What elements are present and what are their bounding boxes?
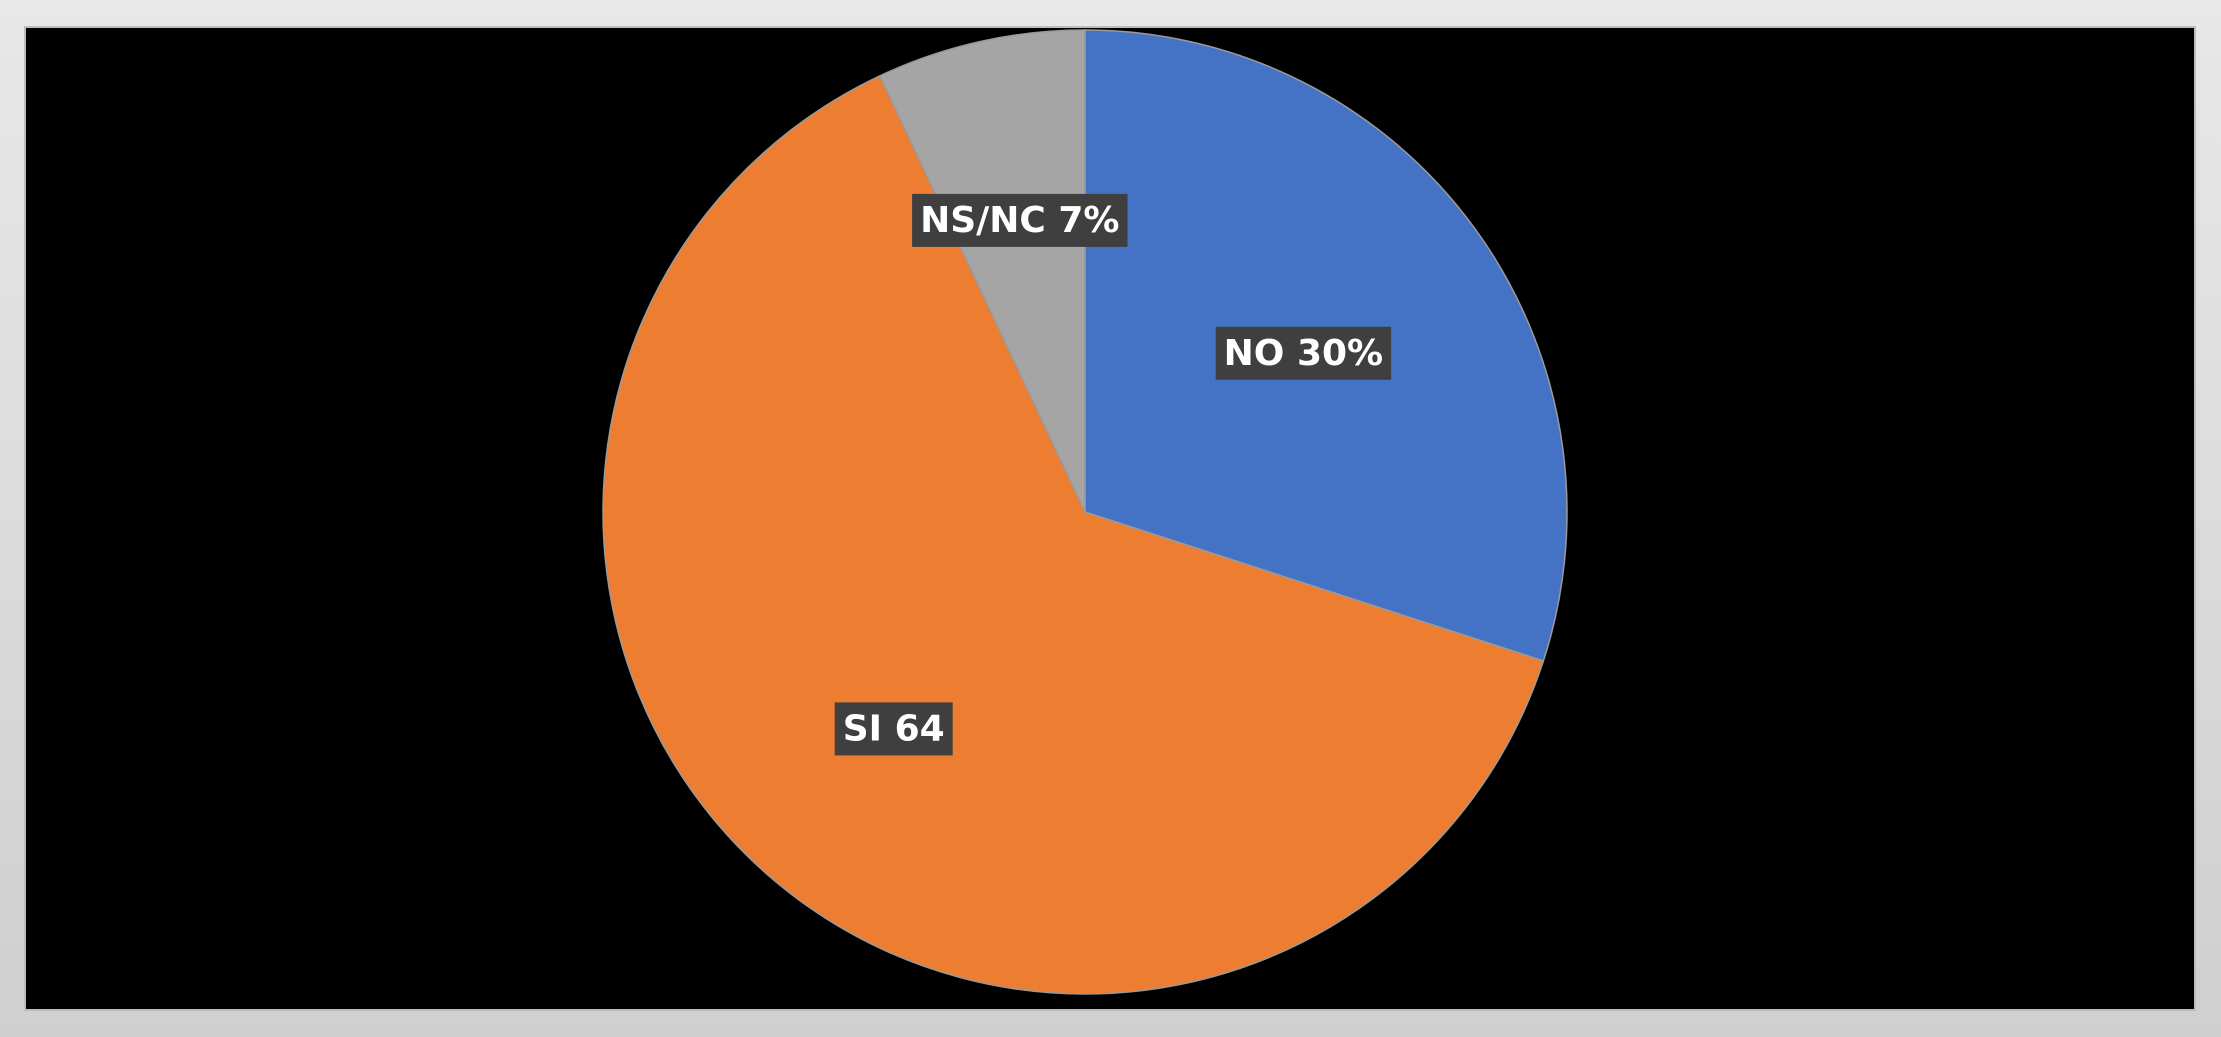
pie-data-labels: NO 30% SI 64 NS/NC 7% [834,193,1392,756]
pie-slices [602,29,1568,995]
data-label-si: SI 64 [834,702,953,756]
pie-slice-ns-nc [878,29,1086,513]
svg-text:NO 30%: NO 30% [1224,333,1383,374]
svg-text:NS/NC 7%: NS/NC 7% [920,200,1119,241]
pie-chart: NO 30% SI 64 NS/NC 7% [602,29,1568,995]
svg-text:SI 64: SI 64 [843,708,945,749]
chart-area: NO 30% SI 64 NS/NC 7% [24,26,2196,1011]
data-label-ns-nc: NS/NC 7% [912,193,1128,247]
data-label-no: NO 30% [1215,326,1392,380]
pie-slice-si [602,74,1545,995]
